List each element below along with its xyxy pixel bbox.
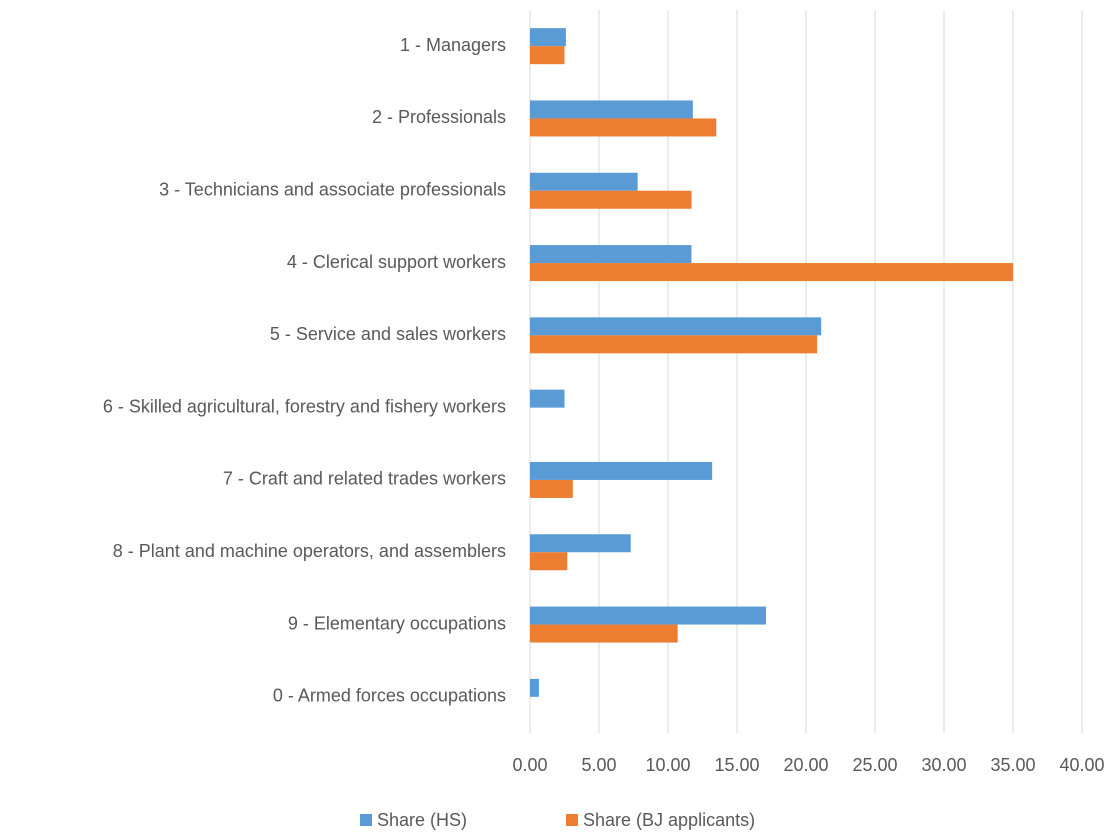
bar — [530, 461, 713, 480]
bar — [530, 389, 565, 408]
x-tick-label: 10.00 — [645, 755, 690, 775]
x-tick-label: 15.00 — [714, 755, 759, 775]
bar — [530, 100, 693, 119]
bar — [530, 552, 568, 571]
x-tick-label: 35.00 — [990, 755, 1035, 775]
legend-label: Share (BJ applicants) — [583, 810, 755, 830]
bar — [530, 190, 692, 209]
bar — [530, 118, 717, 137]
bar — [530, 172, 638, 191]
bar — [530, 46, 565, 65]
y-tick-label: 3 - Technicians and associate profession… — [159, 180, 506, 200]
y-tick-label: 4 - Clerical support workers — [287, 252, 506, 272]
x-tick-label: 0.00 — [512, 755, 547, 775]
x-tick-label: 30.00 — [921, 755, 966, 775]
bar — [530, 624, 678, 643]
y-tick-label: 1 - Managers — [400, 35, 506, 55]
bar — [530, 606, 766, 625]
y-tick-label: 9 - Elementary occupations — [288, 613, 506, 633]
bar — [530, 479, 573, 498]
y-tick-label: 5 - Service and sales workers — [270, 324, 506, 344]
legend-swatch — [566, 814, 578, 826]
bar — [530, 317, 822, 336]
x-tick-label: 40.00 — [1059, 755, 1104, 775]
bar — [530, 678, 539, 697]
y-tick-label: 2 - Professionals — [372, 107, 506, 127]
bar — [530, 534, 631, 553]
x-tick-label: 5.00 — [581, 755, 616, 775]
legend-swatch — [360, 814, 372, 826]
y-tick-label: 7 - Craft and related trades workers — [223, 469, 506, 489]
y-tick-label: 0 - Armed forces occupations — [273, 686, 506, 706]
x-tick-label: 25.00 — [852, 755, 897, 775]
bar — [530, 263, 1013, 282]
legend-label: Share (HS) — [377, 810, 467, 830]
bar — [530, 245, 692, 264]
bar — [530, 28, 566, 47]
y-tick-label: 8 - Plant and machine operators, and ass… — [113, 541, 506, 561]
x-tick-label: 20.00 — [783, 755, 828, 775]
y-tick-label: 6 - Skilled agricultural, forestry and f… — [103, 396, 506, 416]
bar — [530, 335, 818, 354]
